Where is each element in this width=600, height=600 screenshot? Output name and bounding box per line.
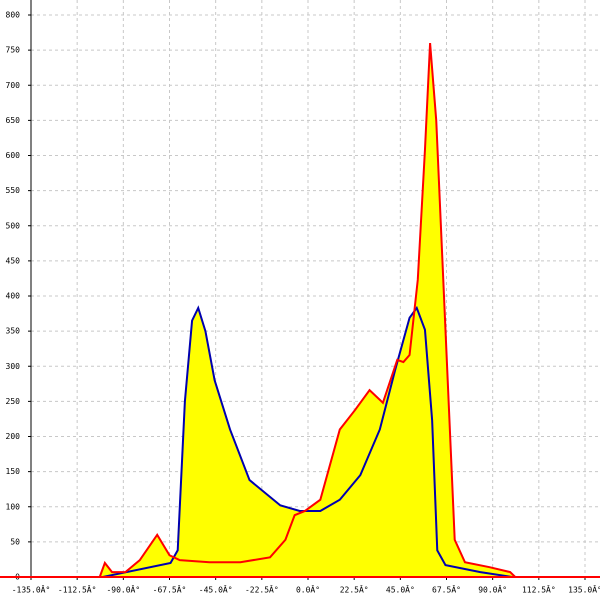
y-tick-label: 500 xyxy=(6,221,21,230)
x-tick-label: -22.5Â° xyxy=(245,584,279,595)
x-tick-label: 67.5Â° xyxy=(432,584,461,595)
y-tick-label: 700 xyxy=(6,81,21,90)
y-tick-label: 450 xyxy=(6,256,21,265)
x-tick-label: 135.0Â° xyxy=(568,584,600,595)
y-tick-label: 350 xyxy=(6,327,21,336)
y-tick-label: 50 xyxy=(10,537,20,546)
series-line xyxy=(98,43,516,578)
x-tick-label: 90.0Â° xyxy=(478,584,507,595)
y-tick-label: 100 xyxy=(6,502,21,511)
y-tick-label: 750 xyxy=(6,46,21,55)
series-line xyxy=(102,305,513,578)
x-tick-label: -90.0Â° xyxy=(106,584,140,595)
y-tick-label: 600 xyxy=(6,151,21,160)
y-tick-label: 150 xyxy=(6,467,21,476)
y-tick-label: 400 xyxy=(6,292,21,301)
x-tick-label: 22.5Â° xyxy=(340,584,369,595)
x-tick-label: 112.5Â° xyxy=(522,584,556,595)
y-tick-label: 550 xyxy=(6,186,21,195)
y-tick-label: 300 xyxy=(6,362,21,371)
y-tick-label: 200 xyxy=(6,432,21,441)
x-tick-label: 0.0Â° xyxy=(296,584,320,595)
y-tick-label: 250 xyxy=(6,397,21,406)
y-tick-label: 650 xyxy=(6,116,21,125)
x-tick-label: -112.5Â° xyxy=(58,584,97,595)
x-tick-label: 45.0Â° xyxy=(386,584,415,595)
x-tick-label: -67.5Â° xyxy=(153,584,187,595)
area-fill xyxy=(99,43,516,578)
x-tick-label: -135.0Â° xyxy=(12,584,51,595)
y-tick-label: 800 xyxy=(6,11,21,20)
x-tick-label: -45.0Â° xyxy=(199,584,233,595)
